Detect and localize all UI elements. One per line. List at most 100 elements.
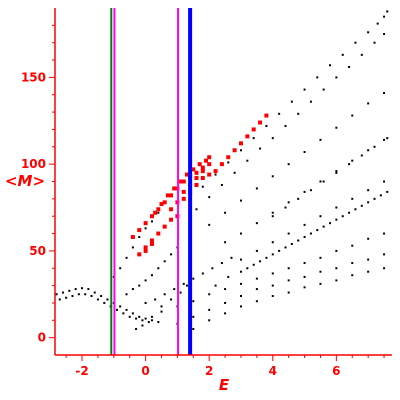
data-point: [96, 298, 99, 301]
data-point: [303, 275, 306, 278]
data-point: [386, 190, 389, 193]
data-point: [224, 312, 227, 315]
data-point: [192, 300, 195, 303]
data-point: [208, 319, 211, 322]
data-point: [125, 293, 128, 296]
data-point: [316, 229, 319, 232]
data-point: [271, 272, 274, 275]
data-point: [55, 293, 58, 296]
x-tick-label: 4: [269, 364, 277, 378]
data-point: [255, 288, 258, 291]
data-point: [367, 270, 370, 273]
data-point: [156, 207, 161, 212]
data-point: [287, 232, 290, 235]
data-point: [335, 126, 338, 129]
data-point: [303, 88, 306, 91]
data-point: [149, 238, 154, 243]
data-point: [255, 249, 258, 252]
data-point: [90, 295, 93, 298]
data-point: [135, 327, 138, 330]
data-point: [182, 282, 185, 285]
data-point: [335, 249, 338, 252]
data-point: [154, 298, 157, 301]
data-point: [322, 88, 325, 91]
data-point: [255, 187, 258, 190]
data-point: [131, 312, 134, 315]
data-point: [232, 148, 237, 153]
data-point: [192, 327, 195, 330]
data-points-layer: [55, 10, 389, 330]
data-point: [297, 239, 300, 242]
data-point: [163, 260, 166, 263]
data-point: [297, 112, 300, 115]
x-tick-label: -2: [75, 364, 88, 378]
data-point: [130, 235, 135, 240]
data-point: [284, 206, 287, 209]
data-point: [367, 201, 370, 204]
data-point: [354, 41, 357, 44]
data-point: [192, 315, 195, 318]
data-point: [319, 180, 322, 183]
data-point: [224, 241, 227, 244]
x-tick-label: 2: [205, 364, 213, 378]
data-point: [271, 241, 274, 244]
data-point: [239, 199, 242, 202]
vertical-lines-layer: [110, 8, 193, 355]
data-point: [224, 211, 227, 214]
data-point: [373, 41, 376, 44]
data-point: [351, 197, 354, 200]
data-point: [284, 124, 287, 127]
data-point: [246, 267, 249, 270]
data-point: [264, 113, 269, 118]
data-point: [200, 176, 205, 181]
data-point: [135, 317, 138, 320]
data-point: [303, 223, 306, 226]
data-point: [122, 312, 125, 315]
data-point: [160, 310, 163, 313]
data-point: [169, 217, 174, 222]
data-point: [150, 220, 153, 223]
data-point: [106, 298, 109, 301]
data-point: [179, 291, 182, 294]
data-point: [335, 279, 338, 282]
data-point: [208, 293, 211, 296]
data-point: [239, 270, 242, 273]
data-point: [265, 256, 268, 259]
data-point: [379, 194, 382, 197]
data-point: [367, 237, 370, 240]
data-point: [137, 252, 142, 257]
data-point: [383, 33, 386, 36]
data-point: [252, 263, 255, 266]
data-point: [181, 196, 186, 201]
data-point: [185, 284, 188, 287]
data-point: [319, 138, 322, 141]
data-point: [141, 319, 144, 322]
data-point: [383, 180, 386, 183]
data-point: [329, 222, 332, 225]
data-point: [255, 277, 258, 280]
data-point: [259, 147, 262, 150]
data-point: [226, 155, 231, 160]
data-point: [239, 149, 242, 152]
data-point: [81, 287, 84, 290]
y-tick-label: 100: [21, 157, 46, 171]
x-axis-title: E: [219, 376, 230, 394]
data-point: [163, 293, 166, 296]
x-tick-label: 6: [332, 364, 340, 378]
data-point: [138, 236, 141, 239]
data-point: [239, 295, 242, 298]
data-point: [259, 260, 262, 263]
data-point: [201, 185, 204, 188]
data-point: [246, 159, 249, 162]
data-point: [367, 31, 370, 34]
data-point: [309, 100, 312, 103]
data-point: [335, 170, 338, 173]
data-point: [71, 295, 74, 298]
data-point: [207, 172, 212, 177]
data-point: [184, 172, 189, 177]
data-point: [341, 53, 344, 56]
data-point: [335, 267, 338, 270]
data-point: [157, 211, 160, 214]
data-point: [287, 163, 290, 166]
